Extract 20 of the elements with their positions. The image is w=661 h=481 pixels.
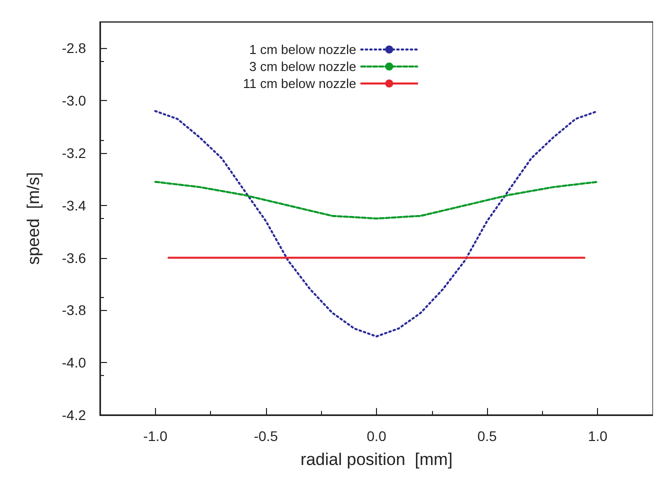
y-tick-label: -2.8 bbox=[62, 40, 86, 56]
y-tick-label: -3.2 bbox=[62, 145, 86, 161]
legend-label: 11 cm below nozzle bbox=[242, 76, 356, 91]
line-series bbox=[154, 180, 599, 220]
y-tick-label: -3.4 bbox=[62, 197, 86, 214]
y-tick-label: -3.6 bbox=[62, 250, 86, 266]
x-tick-label: 0.0 bbox=[366, 428, 386, 444]
line-series bbox=[154, 110, 599, 338]
y-tick-label: -3.8 bbox=[62, 302, 86, 318]
x-axis-title: radial position [mm] bbox=[300, 450, 453, 469]
x-tick-label: 0.5 bbox=[477, 428, 498, 444]
y-tick-label: -4.2 bbox=[62, 407, 86, 423]
y-axis-title: speed [m/s] bbox=[24, 172, 43, 265]
x-tick-label: -1.0 bbox=[143, 428, 168, 444]
legend-label: 1 cm below nozzle bbox=[249, 42, 356, 57]
y-tick-label: -4.0 bbox=[62, 354, 86, 371]
x-tick-label: -0.5 bbox=[254, 428, 278, 444]
y-tick-label: -3.0 bbox=[62, 92, 86, 109]
x-tick-label: 1.0 bbox=[588, 428, 608, 444]
legend-label: 3 cm below nozzle bbox=[249, 59, 356, 74]
